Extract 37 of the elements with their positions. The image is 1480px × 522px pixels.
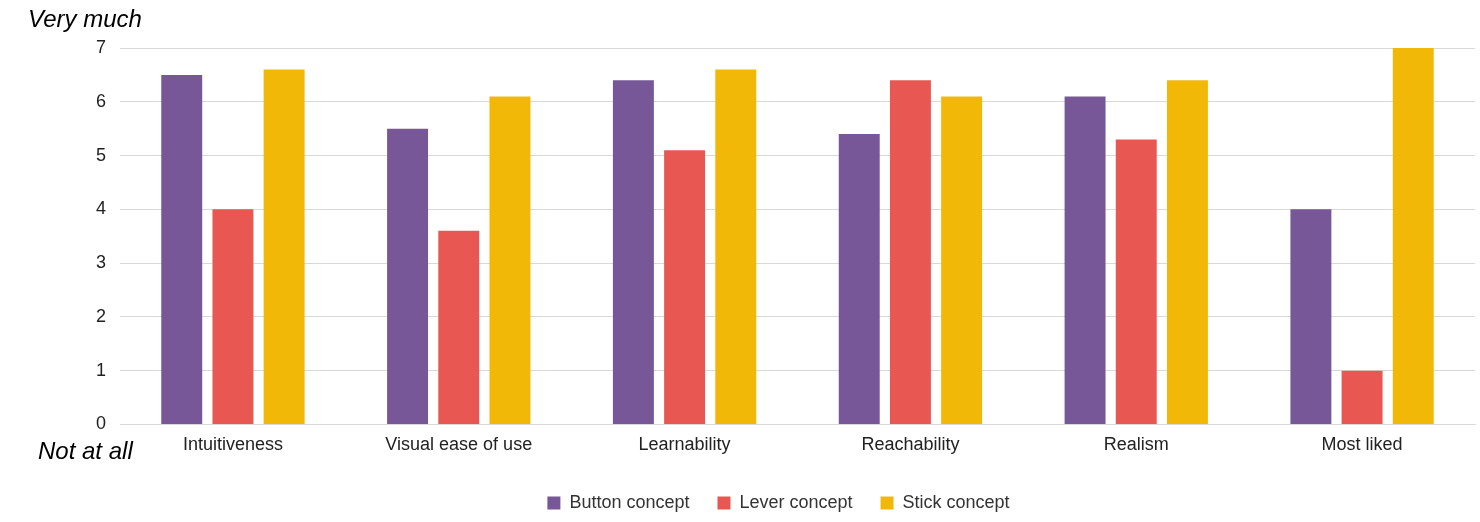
y-tick-label: 0 — [96, 413, 107, 434]
bar — [1064, 96, 1106, 424]
bar — [387, 128, 429, 424]
x-tick-label: Intuitiveness — [182, 434, 283, 455]
y-tick-label: 7 — [96, 36, 107, 57]
bar — [1290, 209, 1332, 424]
legend-label: Stick concept — [902, 491, 1010, 512]
y-tick-label: 5 — [96, 144, 107, 165]
y-tick-label: 3 — [96, 252, 107, 273]
y-tick-label: 4 — [96, 198, 107, 219]
bar — [838, 134, 880, 424]
x-tick-label: Learnability — [638, 434, 731, 455]
y-tick-label: 6 — [96, 90, 107, 111]
x-tick-label: Realism — [1103, 434, 1169, 455]
bar — [889, 80, 931, 424]
bar — [1341, 370, 1383, 424]
bar — [489, 96, 531, 424]
bar — [1166, 80, 1208, 424]
text: Not at all — [38, 437, 134, 465]
legend-label: Button concept — [569, 491, 690, 512]
y-tick-label: 2 — [96, 305, 107, 326]
bar — [664, 150, 706, 424]
bar — [941, 96, 983, 424]
bar — [212, 209, 254, 424]
x-tick-label: Reachability — [861, 434, 960, 455]
bar — [715, 69, 757, 424]
bar — [1115, 139, 1157, 424]
bar — [161, 74, 203, 424]
bar — [1392, 48, 1434, 424]
x-tick-label: Most liked — [1321, 434, 1403, 455]
bar — [438, 230, 480, 424]
y-tick-label: 1 — [96, 359, 107, 380]
bar — [612, 80, 654, 424]
text: Very much — [28, 4, 142, 32]
x-tick-label: Visual ease of use — [385, 434, 533, 455]
bar — [263, 69, 305, 424]
legend-label: Lever concept — [739, 491, 853, 512]
